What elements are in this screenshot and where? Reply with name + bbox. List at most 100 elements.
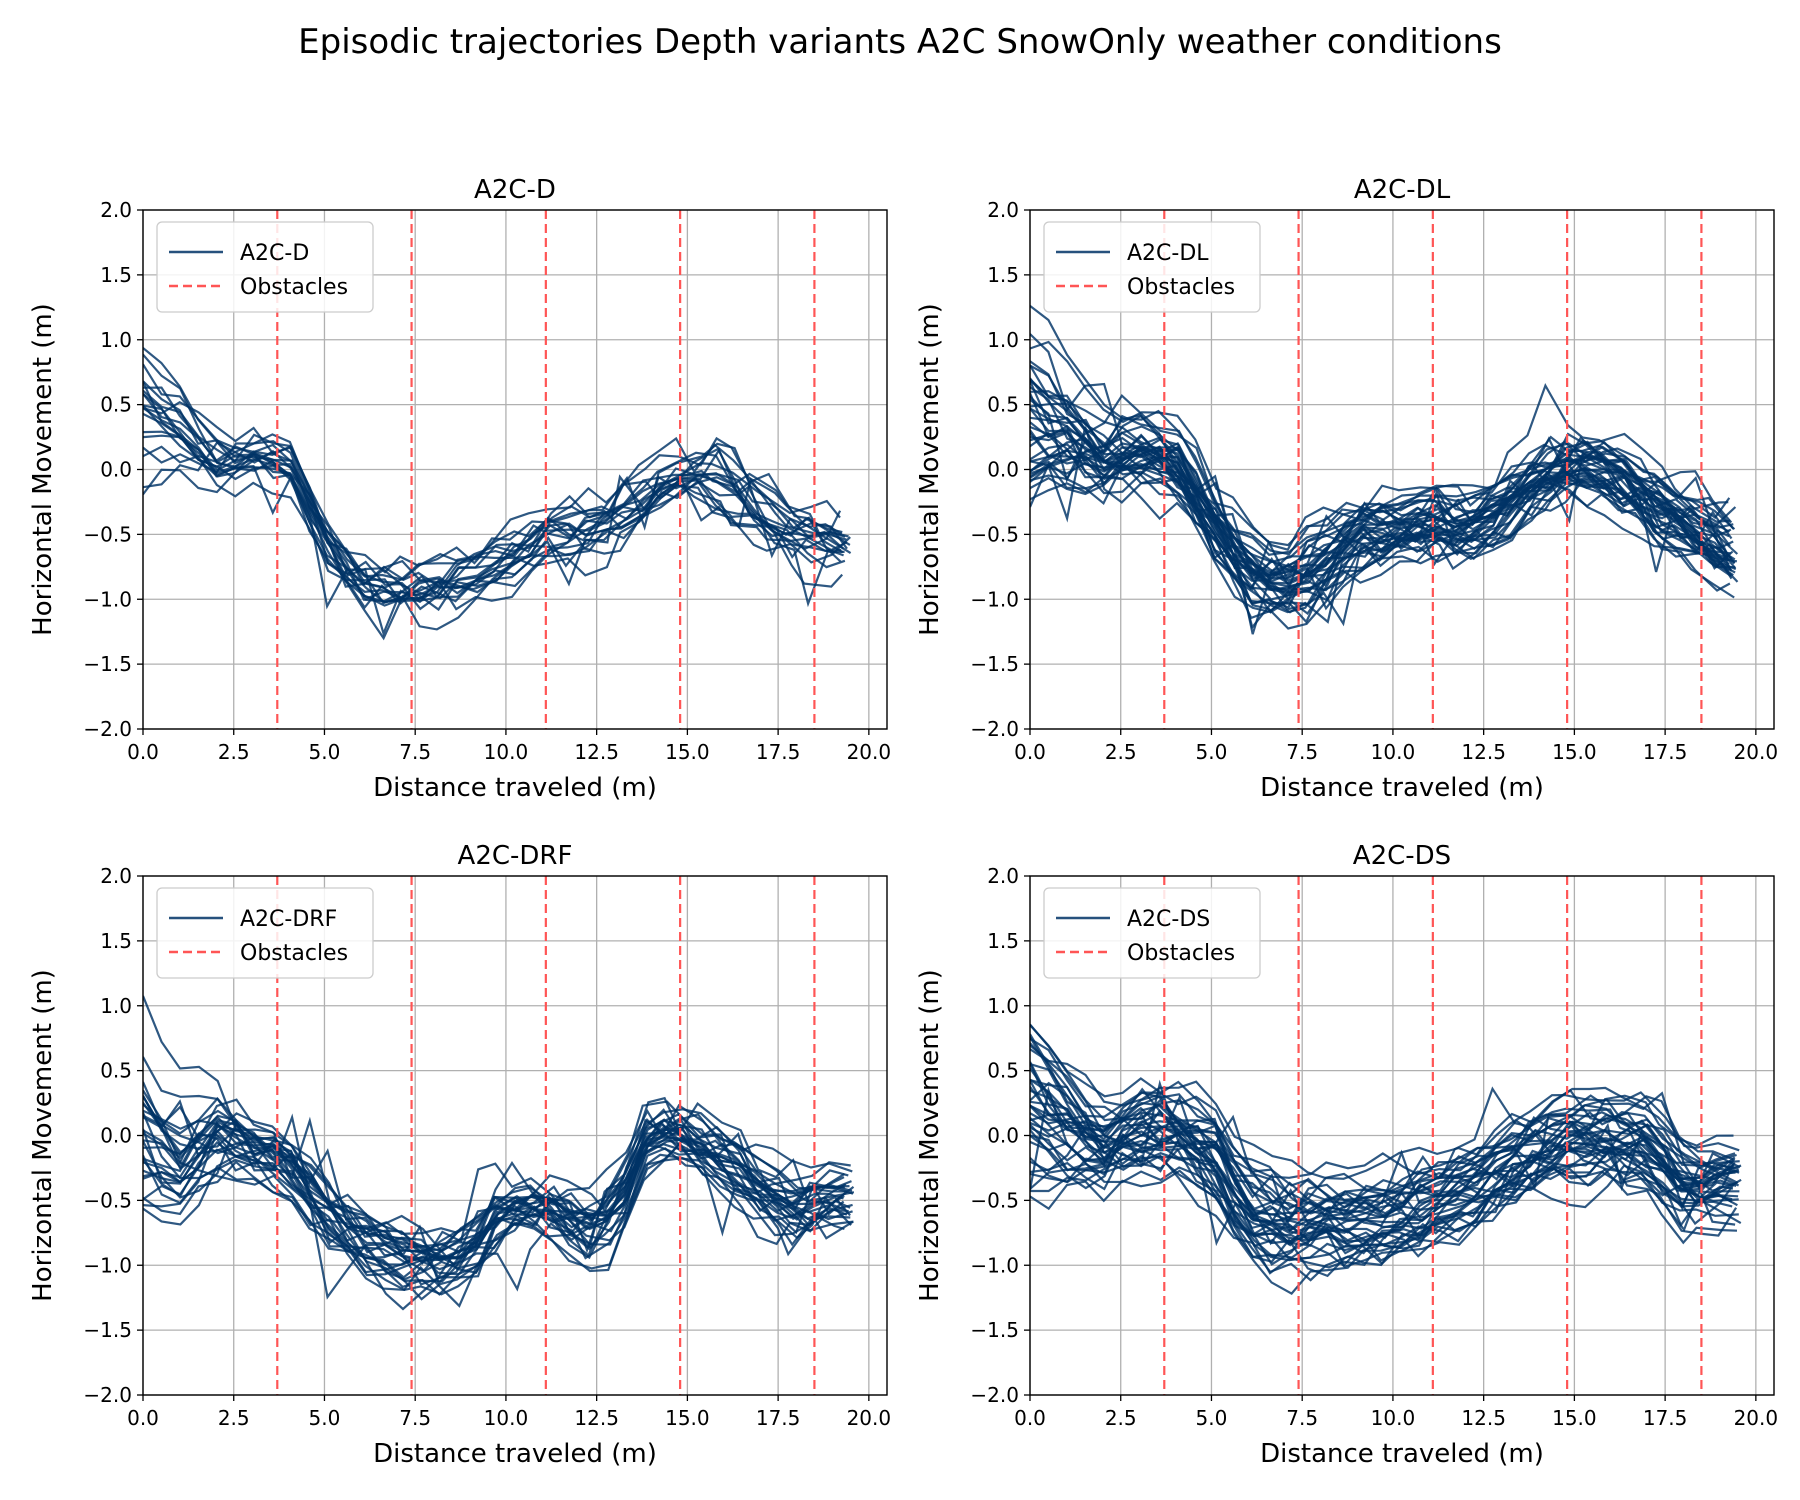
y-tick-label: 0.0 [987,458,1019,482]
trajectory-line [1030,434,1733,582]
y-tick-label: 0.0 [100,458,132,482]
trajectories [1030,305,1739,635]
y-tick-label: −1.5 [970,652,1019,676]
trajectory-line [143,1109,853,1252]
x-tick-label: 5.0 [1196,1406,1228,1430]
x-tick-label: 20.0 [1734,740,1779,764]
legend-label: A2C-D [240,241,309,266]
trajectory-line [143,1095,854,1286]
x-tick-label: 12.5 [574,1406,619,1430]
chart-panel-3: 0.0 2.5 5.0 7.5 10.0 12.5 15.0 17.5 20.0 2.0 1.5 1.… [28,841,891,1469]
x-tick-label: 10.0 [484,740,529,764]
trajectories [143,347,852,641]
y-tick-label: −2.0 [83,717,132,741]
x-tick-label: 2.5 [218,1406,250,1430]
x-tick-label: 17.5 [756,1406,801,1430]
chart-title: A2C-DL [1354,175,1451,205]
y-tick-label: 0.0 [987,1124,1019,1148]
trajectory-line [1030,1023,1736,1218]
x-tick-label: 7.5 [1286,1406,1318,1430]
legend-box [1043,887,1261,979]
trajectory-line [1030,407,1736,591]
y-tick-label: 0.5 [987,1059,1019,1083]
trajectory-line [1030,447,1736,624]
y-tick-label: 0.5 [100,393,132,417]
y-tick-label: −0.5 [83,1188,132,1212]
y-tick-label: 1.0 [987,994,1019,1018]
y-axis-label: Horizontal Movement (m) [915,969,945,1302]
y-tick-label: 0.5 [100,1059,132,1083]
legend: A2C-DS Obstacles [1043,887,1261,979]
trajectories [143,995,855,1311]
y-tick-label: −2.0 [83,1383,132,1407]
legend: A2C-D Obstacles [156,221,374,313]
y-tick-label: 2.0 [987,198,1019,222]
legend-label: A2C-DRF [240,907,337,932]
x-tick-label: 15.0 [665,740,710,764]
legend-box [156,221,374,313]
trajectory-line [1030,1086,1740,1213]
x-tick-label: 17.5 [1643,740,1688,764]
trajectory-line [1030,429,1731,630]
x-tick-label: 7.5 [399,740,431,764]
x-tick-label: 0.0 [127,1406,159,1430]
x-tick-label: 0.0 [1014,740,1046,764]
x-tick-label: 0.0 [127,740,159,764]
y-tick-label: 2.0 [987,864,1019,888]
trajectory-line [143,451,849,591]
trajectory-line [1030,1033,1738,1262]
x-tick-label: 2.5 [1105,1406,1137,1430]
trajectory-line [1030,1048,1739,1219]
legend-label: A2C-DS [1127,907,1210,932]
trajectory-line [1030,378,1734,594]
y-axis-label: Horizontal Movement (m) [28,969,58,1302]
x-tick-label: 10.0 [1371,1406,1416,1430]
trajectory-line [1030,1140,1736,1296]
y-tick-label: 1.5 [987,929,1019,953]
trajectory-line [1030,431,1730,592]
figure-title: Episodic trajectories Depth variants A2C… [298,22,1502,62]
trajectory-line [1030,1078,1739,1278]
y-tick-label: −1.0 [83,587,132,611]
trajectory-line [1030,1089,1734,1227]
y-tick-label: 1.0 [987,328,1019,352]
x-tick-label: 0.0 [1014,1406,1046,1430]
y-tick-label: 0.0 [100,1124,132,1148]
x-tick-label: 20.0 [1734,1406,1779,1430]
y-axis-label: Horizontal Movement (m) [28,303,58,636]
trajectory-line [143,381,851,610]
y-tick-label: −1.5 [970,1318,1019,1342]
y-tick-label: −1.0 [970,1253,1019,1277]
x-tick-label: 5.0 [1196,740,1228,764]
legend-box [156,887,374,979]
x-tick-label: 17.5 [756,740,801,764]
y-tick-label: −2.0 [970,717,1019,741]
y-tick-label: −1.5 [83,1318,132,1342]
x-tick-label: 7.5 [1286,740,1318,764]
trajectory-line [143,363,846,600]
legend-label: Obstacles [240,275,348,300]
x-tick-label: 12.5 [574,740,619,764]
x-tick-label: 5.0 [309,740,341,764]
chart-panel-1: 0.0 2.5 5.0 7.5 10.0 12.5 15.0 17.5 20.0 2.0 1.5 1.… [28,175,891,803]
trajectory-line [1030,413,1731,556]
y-tick-label: 2.0 [100,864,132,888]
y-tick-label: 0.5 [987,393,1019,417]
x-axis-label: Distance traveled (m) [373,773,657,803]
legend: A2C-DL Obstacles [1043,221,1261,313]
x-axis-label: Distance traveled (m) [1260,773,1544,803]
y-tick-label: 1.5 [100,263,132,287]
x-tick-label: 15.0 [1552,740,1597,764]
x-axis-label: Distance traveled (m) [373,1439,657,1469]
x-tick-label: 10.0 [484,1406,529,1430]
trajectory-line [143,1056,851,1274]
y-tick-label: −2.0 [970,1383,1019,1407]
trajectory-line [143,433,845,588]
x-tick-label: 20.0 [847,740,892,764]
trajectory-line [1030,305,1729,569]
legend-label: Obstacles [1127,941,1235,966]
y-tick-label: −1.0 [970,587,1019,611]
chart-panel-2: 0.0 2.5 5.0 7.5 10.0 12.5 15.0 17.5 20.0 2.0 1.5 1.… [915,175,1778,803]
trajectory-line [1030,1091,1740,1179]
chart-title: A2C-DRF [458,841,573,871]
